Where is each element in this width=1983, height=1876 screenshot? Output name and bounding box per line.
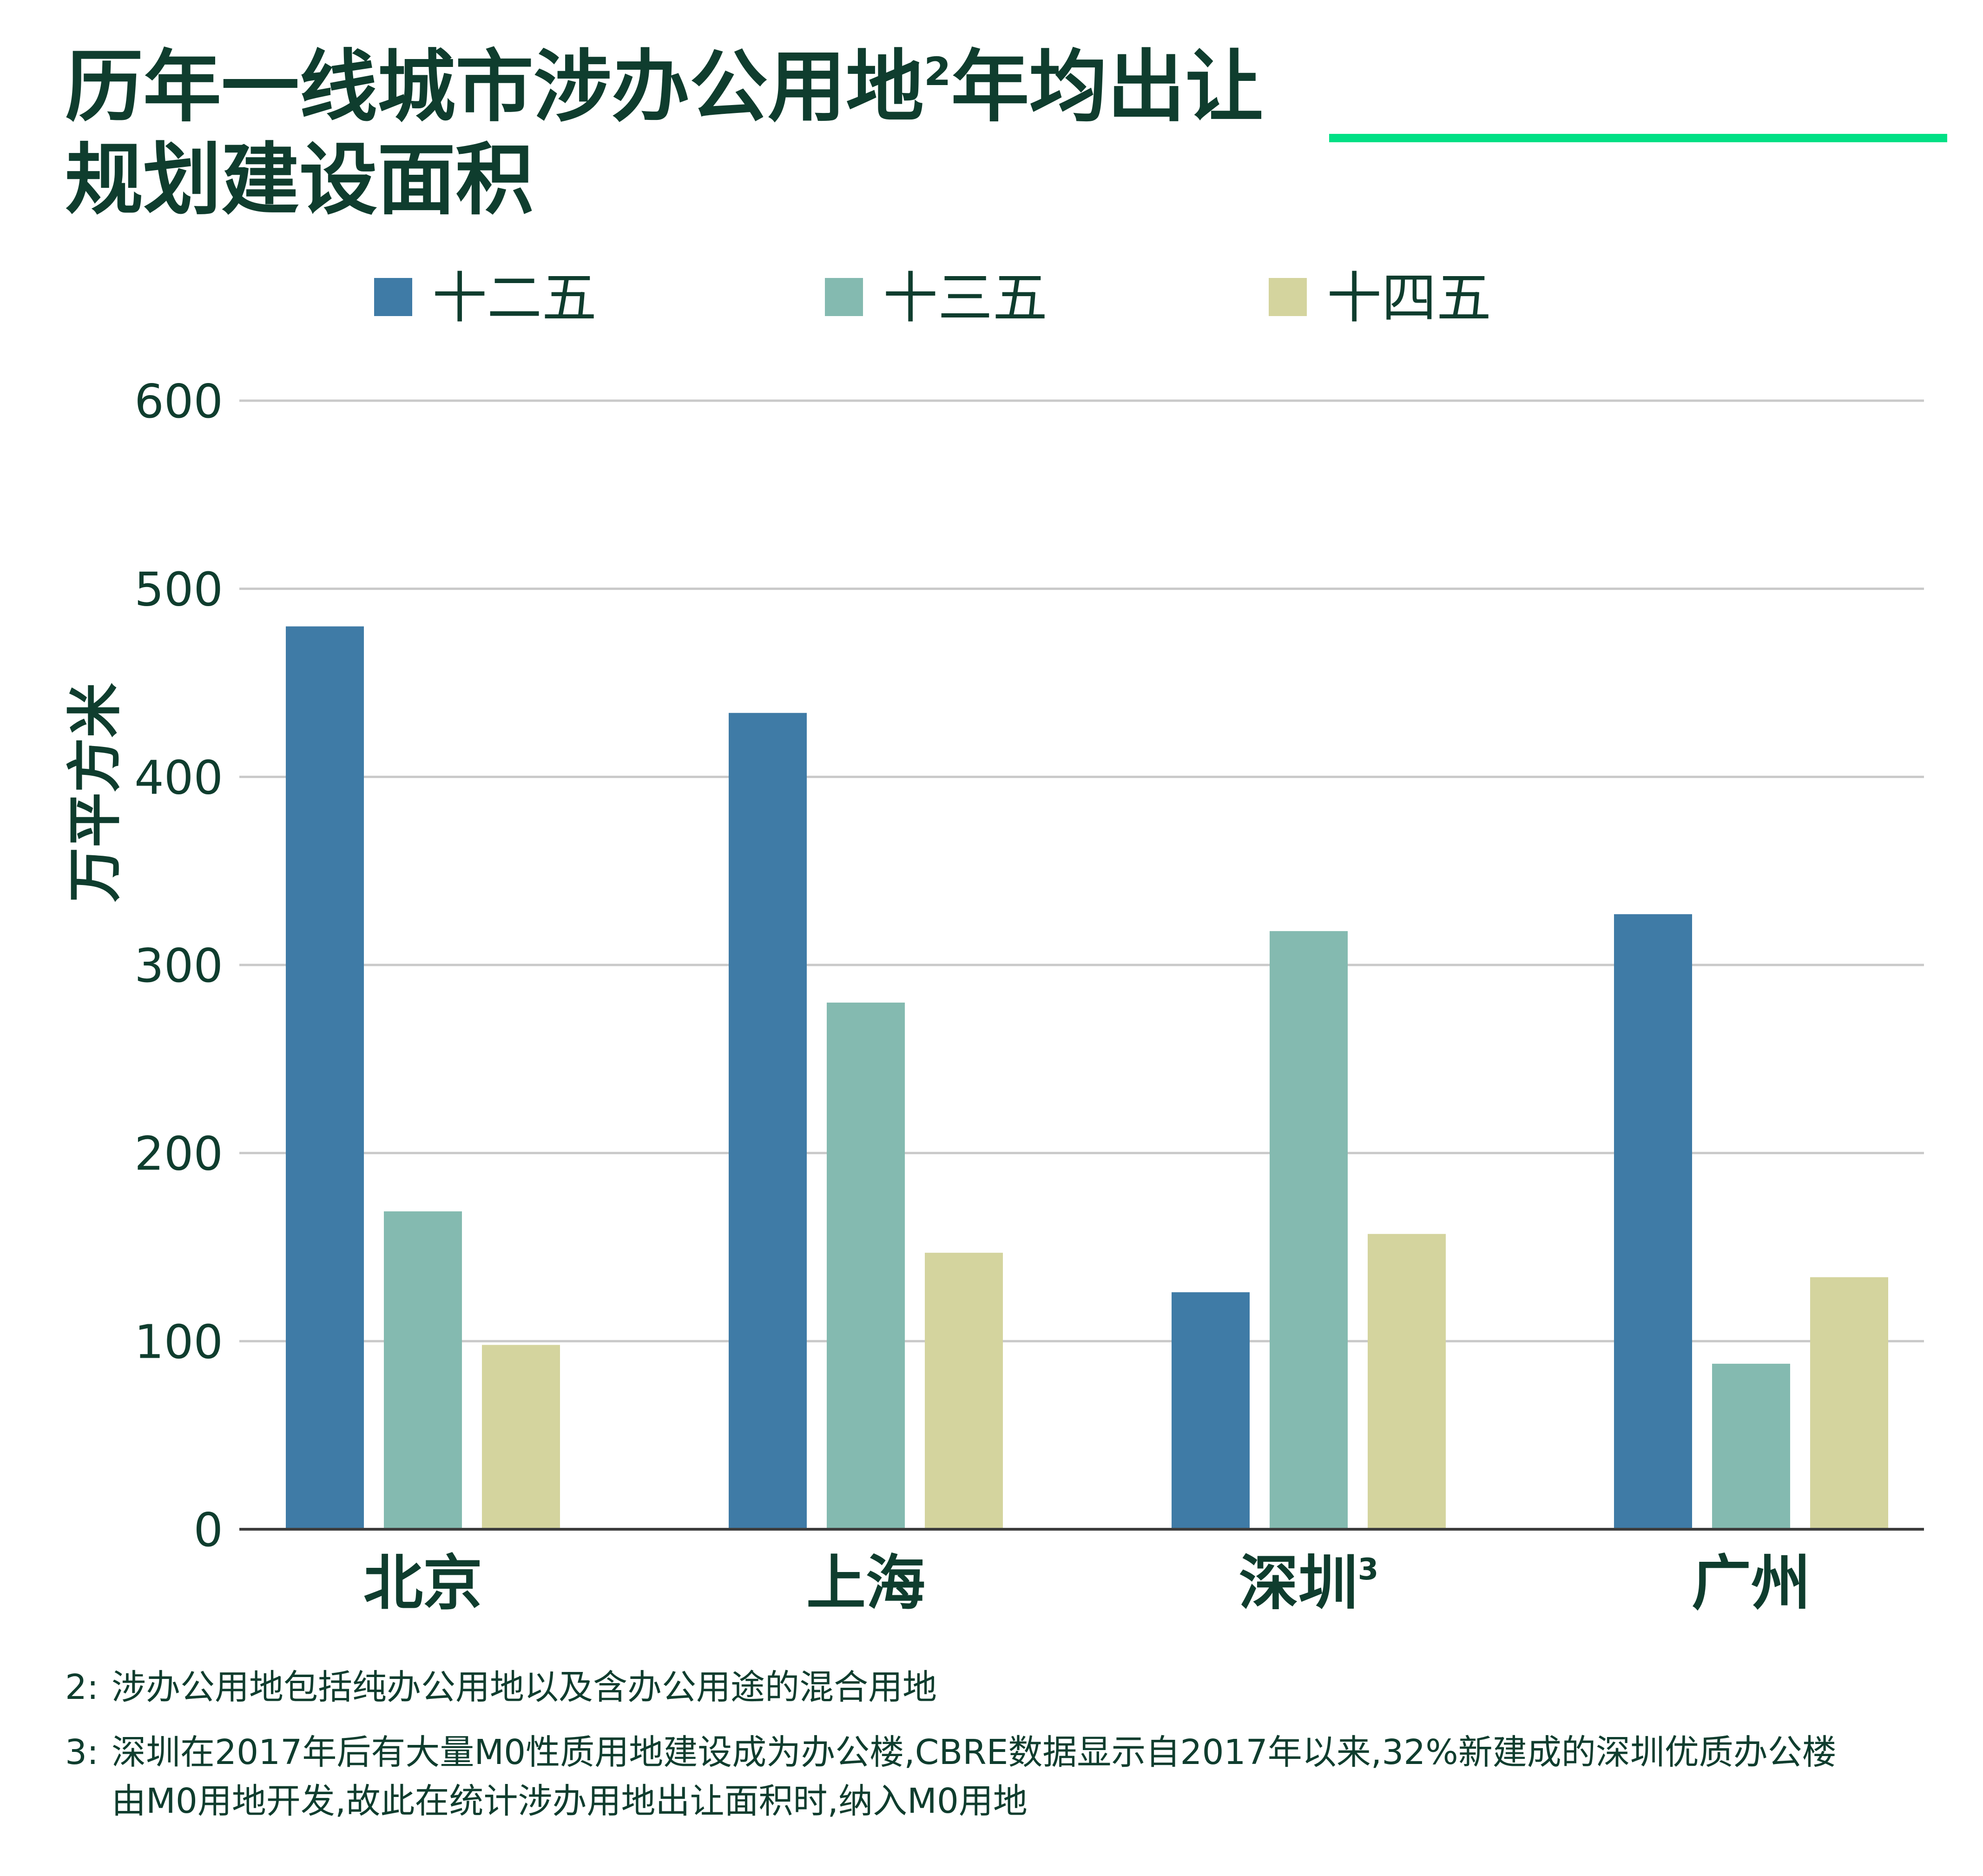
footnote-marker: 3: — [65, 1732, 99, 1772]
chart-title-line2: 规划建设面积 — [65, 134, 534, 225]
x-category-label: 深圳3 — [1239, 1549, 1379, 1618]
bar-1-2 — [925, 1253, 1003, 1529]
footnote-text: 深圳在2017年后有大量M0性质用地建设成为办公楼,CBRE数据显示自2017年… — [112, 1732, 1837, 1772]
legend-label-2: 十四五 — [1327, 266, 1491, 330]
legend-swatch-2 — [1269, 278, 1307, 316]
bar-3-0 — [1614, 914, 1692, 1529]
footnote-marker: 2: — [65, 1667, 99, 1707]
y-tick-label: 400 — [134, 750, 223, 805]
legend-swatch-0 — [374, 278, 412, 316]
y-tick-label: 0 — [193, 1503, 223, 1557]
bar-1-1 — [827, 1002, 905, 1529]
x-axis-categories: 北京 上海 深圳3 广州 — [363, 1549, 1811, 1618]
legend-label-0: 十二五 — [432, 266, 597, 330]
y-tick-label: 500 — [134, 562, 223, 617]
bars — [286, 626, 1888, 1529]
bar-2-1 — [1270, 931, 1348, 1529]
bar-3-2 — [1810, 1277, 1888, 1529]
footnote-text: 由M0用地开发,故此在统计涉办用地出让面积时,纳入M0用地 — [112, 1781, 1028, 1821]
x-category-label: 广州 — [1692, 1549, 1811, 1618]
bar-0-1 — [384, 1211, 462, 1529]
legend-label-1: 十三五 — [883, 266, 1047, 330]
y-tick-label: 200 — [134, 1127, 223, 1181]
y-tick-label: 600 — [134, 374, 223, 429]
bar-3-1 — [1712, 1363, 1790, 1529]
bar-1-0 — [729, 713, 807, 1529]
chart-title-line1: 历年一线城市涉办公用地2年均出让 — [65, 41, 1263, 132]
y-axis-ticks: 0 100 200 300 400 500 600 — [134, 374, 223, 1557]
y-tick-label: 100 — [134, 1315, 223, 1369]
bar-2-2 — [1368, 1234, 1446, 1529]
bar-0-0 — [286, 626, 364, 1529]
x-category-label: 上海 — [806, 1549, 925, 1618]
footnote-text: 涉办公用地包括纯办公用地以及含办公用途的混合用地 — [112, 1667, 937, 1707]
x-category-label: 北京 — [363, 1549, 482, 1618]
bar-0-2 — [482, 1345, 560, 1529]
accent-rule — [1329, 134, 1947, 142]
legend-swatch-1 — [825, 278, 863, 316]
footnotes: 2: 涉办公用地包括纯办公用地以及含办公用途的混合用地 3: 深圳在2017年后有大量… — [65, 1667, 1837, 1821]
y-axis-label: 万平方米 — [63, 683, 127, 902]
bar-2-0 — [1172, 1292, 1250, 1529]
legend: 十二五 十三五 十四五 — [374, 266, 1491, 330]
y-tick-label: 300 — [134, 938, 223, 993]
